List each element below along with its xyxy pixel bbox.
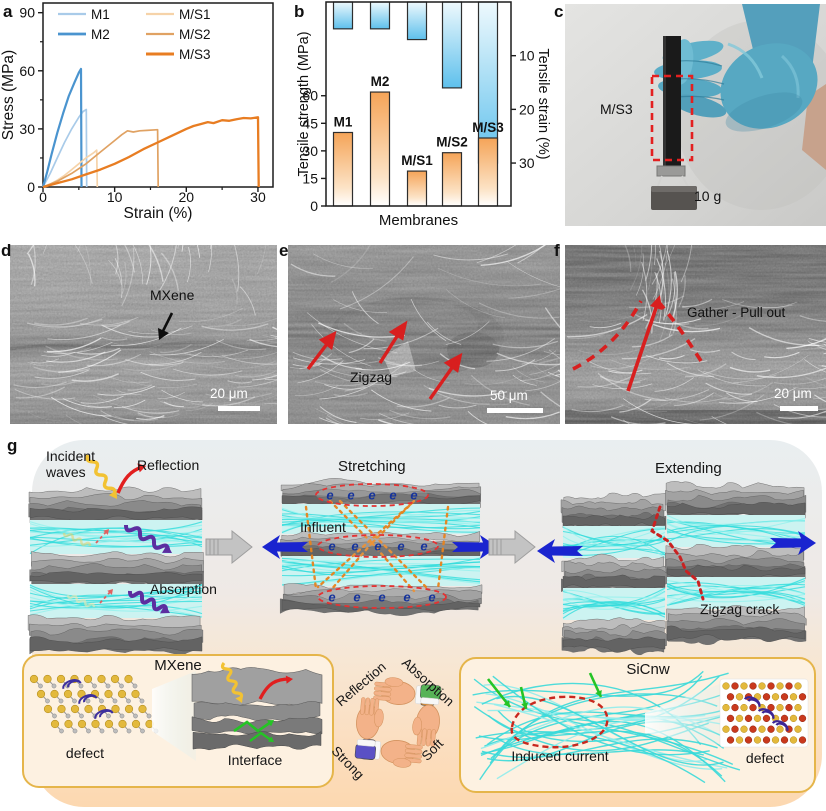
- svg-text:Tensile strength (MPa): Tensile strength (MPa): [296, 31, 312, 176]
- svg-text:e: e: [378, 590, 385, 605]
- svg-text:M/S3: M/S3: [179, 47, 211, 62]
- weight-label: 10 g: [694, 188, 722, 204]
- scale-bar: [487, 408, 543, 413]
- absorption-label: Absorption: [150, 581, 217, 597]
- panel-letter-b: b: [294, 2, 305, 21]
- svg-text:45: 45: [302, 115, 318, 131]
- nitrile-glove: [654, 4, 820, 132]
- svg-text:30: 30: [302, 143, 318, 159]
- svg-text:e: e: [389, 488, 396, 503]
- pullout-arrows: [572, 295, 703, 392]
- svg-text:M/S2: M/S2: [436, 135, 468, 150]
- svg-text:10: 10: [519, 48, 535, 64]
- svg-text:e: e: [328, 590, 335, 605]
- svg-text:e: e: [347, 488, 354, 503]
- svg-text:M/S2: M/S2: [179, 27, 211, 42]
- sem-panel-d: MXene 20 μm: [10, 245, 277, 424]
- scale-bar: [780, 406, 818, 411]
- svg-text:Stress (MPa): Stress (MPa): [0, 50, 17, 140]
- panel-letter-c: c: [554, 2, 564, 21]
- svg-text:M/S1: M/S1: [401, 153, 433, 168]
- svg-text:e: e: [420, 539, 427, 554]
- panel-letter-f: f: [554, 241, 560, 260]
- panel-letter-d: d: [1, 241, 12, 260]
- sem-annotation: Gather - Pull out: [687, 305, 786, 320]
- svg-text:90: 90: [19, 5, 35, 21]
- svg-text:M2: M2: [91, 27, 110, 42]
- panel-letter-e: e: [279, 241, 289, 260]
- scale-text: 20 μm: [774, 386, 812, 401]
- svg-text:M1: M1: [91, 7, 110, 22]
- svg-text:e: e: [410, 488, 417, 503]
- highlight-dashed-box: [650, 74, 694, 162]
- membrane-photo: [565, 4, 826, 226]
- sem-image-pullout: [565, 245, 826, 424]
- svg-text:30: 30: [519, 155, 535, 171]
- svg-text:M1: M1: [334, 114, 353, 129]
- svg-text:e: e: [353, 590, 360, 605]
- zigzag-arrows: [306, 320, 463, 400]
- reflection-label: Reflection: [137, 457, 200, 473]
- photo-panel: M/S3 10 g: [556, 0, 826, 232]
- sem-panel-e: Zigzag 50 μm: [288, 245, 560, 424]
- membrane-strip: [663, 36, 681, 170]
- svg-text:0: 0: [39, 189, 47, 205]
- svg-text:Membranes: Membranes: [379, 212, 458, 229]
- svg-text:0: 0: [310, 198, 318, 214]
- svg-text:20: 20: [519, 101, 535, 117]
- svg-text:e: e: [351, 539, 358, 554]
- svg-text:60: 60: [19, 63, 35, 79]
- scale-text: 20 μm: [210, 386, 248, 401]
- weight-10g: [651, 165, 697, 210]
- sem-annotation: Zigzag: [350, 369, 393, 385]
- scale-bar: [218, 406, 260, 411]
- strip-highlight: [663, 36, 666, 170]
- sicnw-box-title: SiCnw: [626, 661, 670, 678]
- stretching-title: Stretching: [338, 458, 406, 475]
- svg-text:60: 60: [302, 88, 318, 104]
- svg-text:M2: M2: [371, 74, 390, 89]
- svg-text:30: 30: [250, 189, 266, 205]
- panel-letter-g: g: [7, 436, 18, 455]
- svg-text:M/S1: M/S1: [179, 7, 211, 22]
- mxene-box-title: MXene: [154, 657, 202, 674]
- mxene-pointer-arrow: [158, 312, 174, 340]
- svg-text:Strain (%): Strain (%): [124, 205, 193, 222]
- panel-letter-a: a: [3, 2, 13, 21]
- interface-label: Interface: [227, 752, 283, 768]
- svg-text:e: e: [374, 539, 381, 554]
- svg-text:M/S3: M/S3: [472, 120, 504, 135]
- svg-text:e: e: [368, 488, 375, 503]
- incident-waves-label: Incident waves: [46, 448, 96, 481]
- svg-text:30: 30: [19, 121, 35, 137]
- sem-image-zigzag: [288, 245, 560, 424]
- stress-strain-chart: 0 10 20 30 0 30 60 90 Strain (%) Stress (MPa) M1 M2…: [0, 2, 274, 222]
- svg-text:e: e: [397, 539, 404, 554]
- mxene-defect-label: defect: [65, 745, 105, 761]
- svg-text:e: e: [328, 539, 335, 554]
- sem-panel-f: Gather - Pull out 20 μm: [565, 245, 826, 424]
- sample-label: M/S3: [600, 101, 633, 117]
- zigzag-crack-label: Zigzag crack: [700, 601, 780, 617]
- sicnw-defect-label: defect: [745, 750, 785, 766]
- svg-text:10: 10: [107, 189, 123, 205]
- induced-current-label: Induced current: [511, 748, 609, 764]
- svg-text:20: 20: [179, 189, 195, 205]
- sem-image-mxene: [10, 245, 277, 424]
- membranes-bar-chart: M1 M2 M/S1M/S2 M/S3 0 15 30 45 60 10 20 30 Membranes…: [296, 1, 550, 229]
- sem-annotation: MXene: [150, 287, 195, 303]
- svg-text:15: 15: [302, 170, 318, 186]
- influent-label: Influent: [300, 519, 346, 535]
- svg-text:0: 0: [27, 179, 35, 195]
- mechanism-schematic: e e e e ee e e e ee e e e e: [22, 440, 822, 807]
- svg-text:e: e: [403, 590, 410, 605]
- svg-text:Tensile strain (%): Tensile strain (%): [535, 48, 550, 159]
- svg-text:e: e: [326, 488, 333, 503]
- extending-title: Extending: [655, 460, 722, 477]
- scale-text: 50 μm: [490, 388, 528, 403]
- svg-text:e: e: [428, 590, 435, 605]
